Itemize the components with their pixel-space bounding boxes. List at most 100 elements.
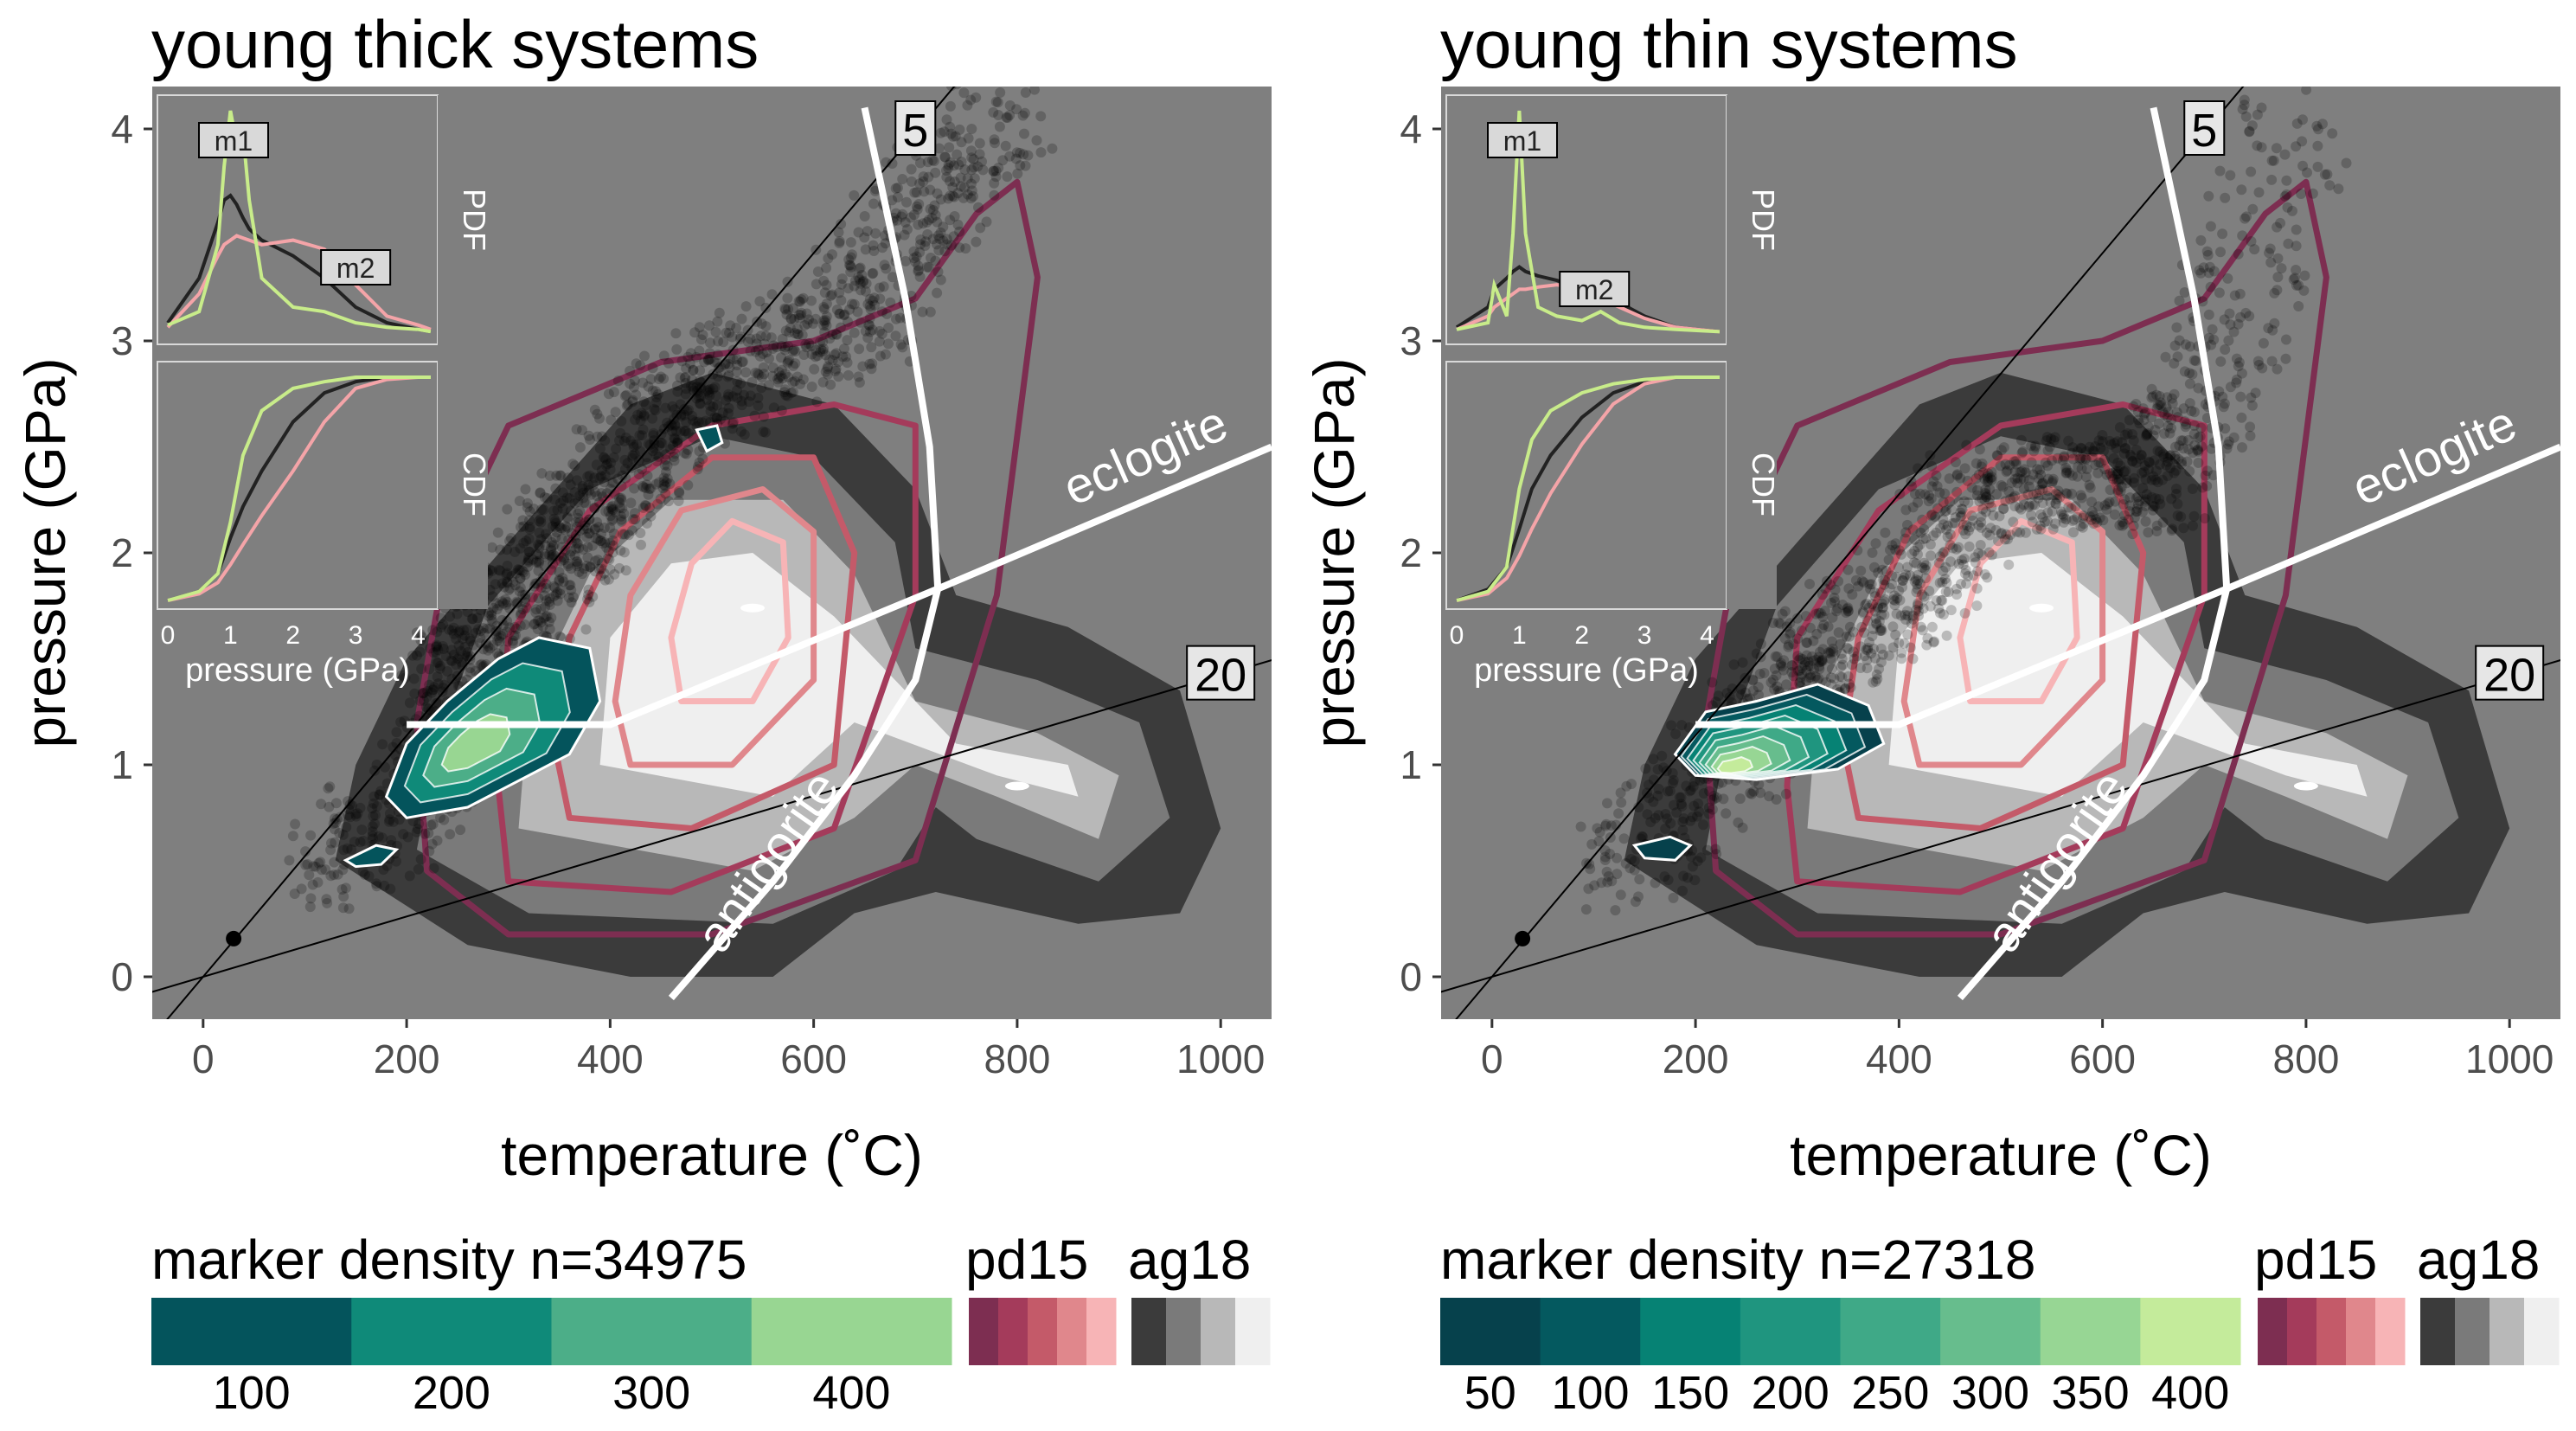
marker-point bbox=[878, 281, 889, 292]
geotherm-label-20: 20 bbox=[1195, 650, 1246, 702]
marker-point bbox=[440, 651, 452, 661]
pdf-strip-label: PDF bbox=[1746, 189, 1781, 251]
pdf-series-3 bbox=[167, 110, 432, 334]
ag18-legend-swatch bbox=[2524, 1298, 2560, 1365]
marker-point bbox=[2193, 444, 2204, 455]
marker-point bbox=[679, 373, 690, 383]
marker-point bbox=[2020, 527, 2031, 538]
marker-point bbox=[849, 280, 860, 292]
marker-point bbox=[2214, 165, 2226, 176]
marker-density-legend-swatch bbox=[151, 1298, 352, 1365]
marker-point bbox=[759, 369, 770, 380]
marker-point bbox=[2203, 332, 2214, 343]
marker-point bbox=[835, 308, 846, 319]
marker-point bbox=[454, 651, 465, 662]
marker-point bbox=[1992, 450, 2003, 461]
marker-point bbox=[2229, 290, 2240, 301]
marker-point bbox=[1947, 517, 1958, 529]
marker-point bbox=[836, 219, 847, 229]
marker-point bbox=[2058, 512, 2069, 523]
marker-point bbox=[644, 440, 656, 451]
marker-point bbox=[1698, 819, 1708, 831]
marker-point bbox=[2157, 407, 2169, 417]
marker-point bbox=[428, 863, 439, 874]
marker-point bbox=[1864, 637, 1874, 648]
marker-point bbox=[2140, 516, 2151, 527]
marker-point bbox=[1855, 565, 1867, 576]
marker-point bbox=[823, 361, 834, 372]
marker-point bbox=[1931, 527, 1942, 538]
marker-point bbox=[952, 219, 964, 230]
marker-point bbox=[1891, 608, 1902, 619]
marker-point bbox=[1817, 644, 1829, 655]
marker-point bbox=[914, 247, 926, 258]
eclogite-line bbox=[407, 443, 1272, 728]
marker-point bbox=[2143, 456, 2155, 467]
marker-point bbox=[582, 471, 593, 482]
marker-point bbox=[1897, 574, 1908, 586]
marker-point bbox=[945, 121, 956, 132]
marker-point bbox=[1047, 143, 1058, 154]
marker-point bbox=[506, 571, 517, 581]
marker-point bbox=[2161, 459, 2172, 471]
marker-point bbox=[620, 565, 631, 576]
marker-point bbox=[775, 370, 786, 382]
marker-point bbox=[2068, 514, 2079, 525]
marker-point bbox=[841, 351, 852, 363]
marker-point bbox=[793, 329, 804, 340]
marker-point bbox=[908, 253, 920, 264]
marker-point bbox=[833, 371, 844, 382]
marker-point bbox=[539, 491, 550, 503]
marker-point bbox=[616, 494, 627, 505]
marker-point bbox=[585, 561, 596, 573]
marker-point bbox=[2166, 414, 2177, 426]
marker-point bbox=[557, 503, 568, 514]
marker-point bbox=[1887, 540, 1898, 551]
marker-point bbox=[2047, 523, 2059, 535]
marker-point bbox=[702, 354, 714, 365]
marker-point bbox=[1959, 496, 1970, 507]
marker-point bbox=[614, 492, 625, 504]
marker-point bbox=[694, 446, 705, 457]
marker-point bbox=[621, 400, 632, 411]
marker-point bbox=[2118, 448, 2130, 459]
marker-point bbox=[606, 458, 617, 468]
marker-point bbox=[2160, 351, 2171, 363]
marker-point bbox=[1747, 674, 1759, 685]
marker-point bbox=[1919, 557, 1930, 568]
marker-point bbox=[596, 488, 607, 499]
marker-point bbox=[680, 372, 691, 382]
marker-point bbox=[619, 390, 631, 401]
panel-young-thin: young thin systemsantigoriteeclogite5200… bbox=[1302, 6, 2560, 1419]
marker-point bbox=[887, 272, 898, 283]
marker-point bbox=[667, 401, 678, 412]
marker-point bbox=[2118, 518, 2130, 529]
marker-point bbox=[720, 415, 731, 427]
marker-point bbox=[530, 606, 541, 618]
marker-point bbox=[2283, 238, 2294, 249]
marker-point bbox=[650, 405, 661, 416]
marker-point bbox=[2086, 514, 2097, 525]
marker-point bbox=[1920, 560, 1932, 571]
marker-point bbox=[2137, 403, 2149, 414]
marker-point bbox=[535, 534, 547, 545]
marker-point bbox=[1772, 681, 1783, 692]
marker-point bbox=[433, 678, 444, 690]
marker-point bbox=[554, 470, 566, 481]
marker-point bbox=[326, 837, 336, 849]
marker-point bbox=[625, 378, 636, 389]
marker-point bbox=[953, 159, 964, 170]
marker-point bbox=[694, 457, 705, 468]
marker-point bbox=[554, 567, 565, 577]
marker-point bbox=[913, 265, 924, 276]
marker-point bbox=[702, 355, 714, 366]
marker-point bbox=[819, 327, 830, 337]
marker-point bbox=[690, 351, 702, 363]
marker-point bbox=[2067, 470, 2078, 481]
marker-point bbox=[424, 664, 435, 675]
marker-point bbox=[867, 268, 878, 279]
marker-point bbox=[935, 227, 946, 238]
marker-point bbox=[2121, 474, 2132, 485]
marker-point bbox=[507, 638, 518, 649]
marker-point bbox=[1970, 552, 1981, 563]
